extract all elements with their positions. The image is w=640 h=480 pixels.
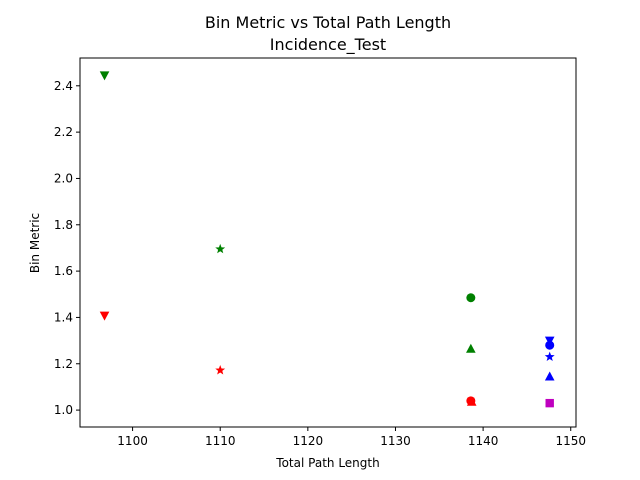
data-point-circle	[545, 340, 555, 350]
plot-frame	[79, 57, 577, 428]
y-tick-label: 1.4	[54, 310, 73, 324]
data-point-triangle-up	[544, 371, 555, 381]
y-tick-label: 2.4	[54, 79, 73, 93]
y-axis-label: Bin Metric	[28, 213, 42, 273]
y-tick-label: 1.8	[54, 218, 73, 232]
x-axis-label: Total Path Length	[275, 456, 379, 470]
data-point-circle	[466, 293, 476, 303]
data-markers	[99, 71, 555, 408]
data-point-star	[215, 243, 226, 254]
y-tick-label: 2.0	[54, 171, 73, 185]
y-tick-label: 2.2	[54, 125, 73, 139]
y-tick-label: 1.2	[54, 357, 73, 371]
chart-title: Bin Metric vs Total Path Length	[205, 13, 451, 32]
y-axis-ticks: 1.0 1.2 1.4 1.6 1.8 2.0 2.2 2.4	[54, 79, 80, 417]
x-tick-label: 1130	[380, 434, 411, 448]
x-tick-label: 1110	[205, 434, 236, 448]
data-point-triangle-up	[466, 343, 476, 353]
data-point-triangle-down	[99, 311, 110, 321]
data-point-square	[545, 398, 554, 408]
data-point-triangle-up	[466, 396, 477, 406]
x-axis-ticks: 1100 1110 1120 1130 1140 1150	[117, 427, 586, 448]
x-tick-label: 1150	[555, 434, 586, 448]
x-tick-label: 1120	[293, 434, 324, 448]
data-point-star	[215, 365, 226, 375]
y-tick-label: 1.0	[54, 403, 73, 417]
plot-area	[79, 57, 577, 428]
chart-subtitle: Incidence_Test	[270, 35, 386, 55]
data-point-star	[544, 351, 555, 362]
data-point-triangle-down	[99, 71, 110, 81]
x-tick-label: 1100	[117, 434, 148, 448]
y-tick-label: 1.6	[54, 264, 73, 278]
x-tick-label: 1140	[468, 434, 499, 448]
